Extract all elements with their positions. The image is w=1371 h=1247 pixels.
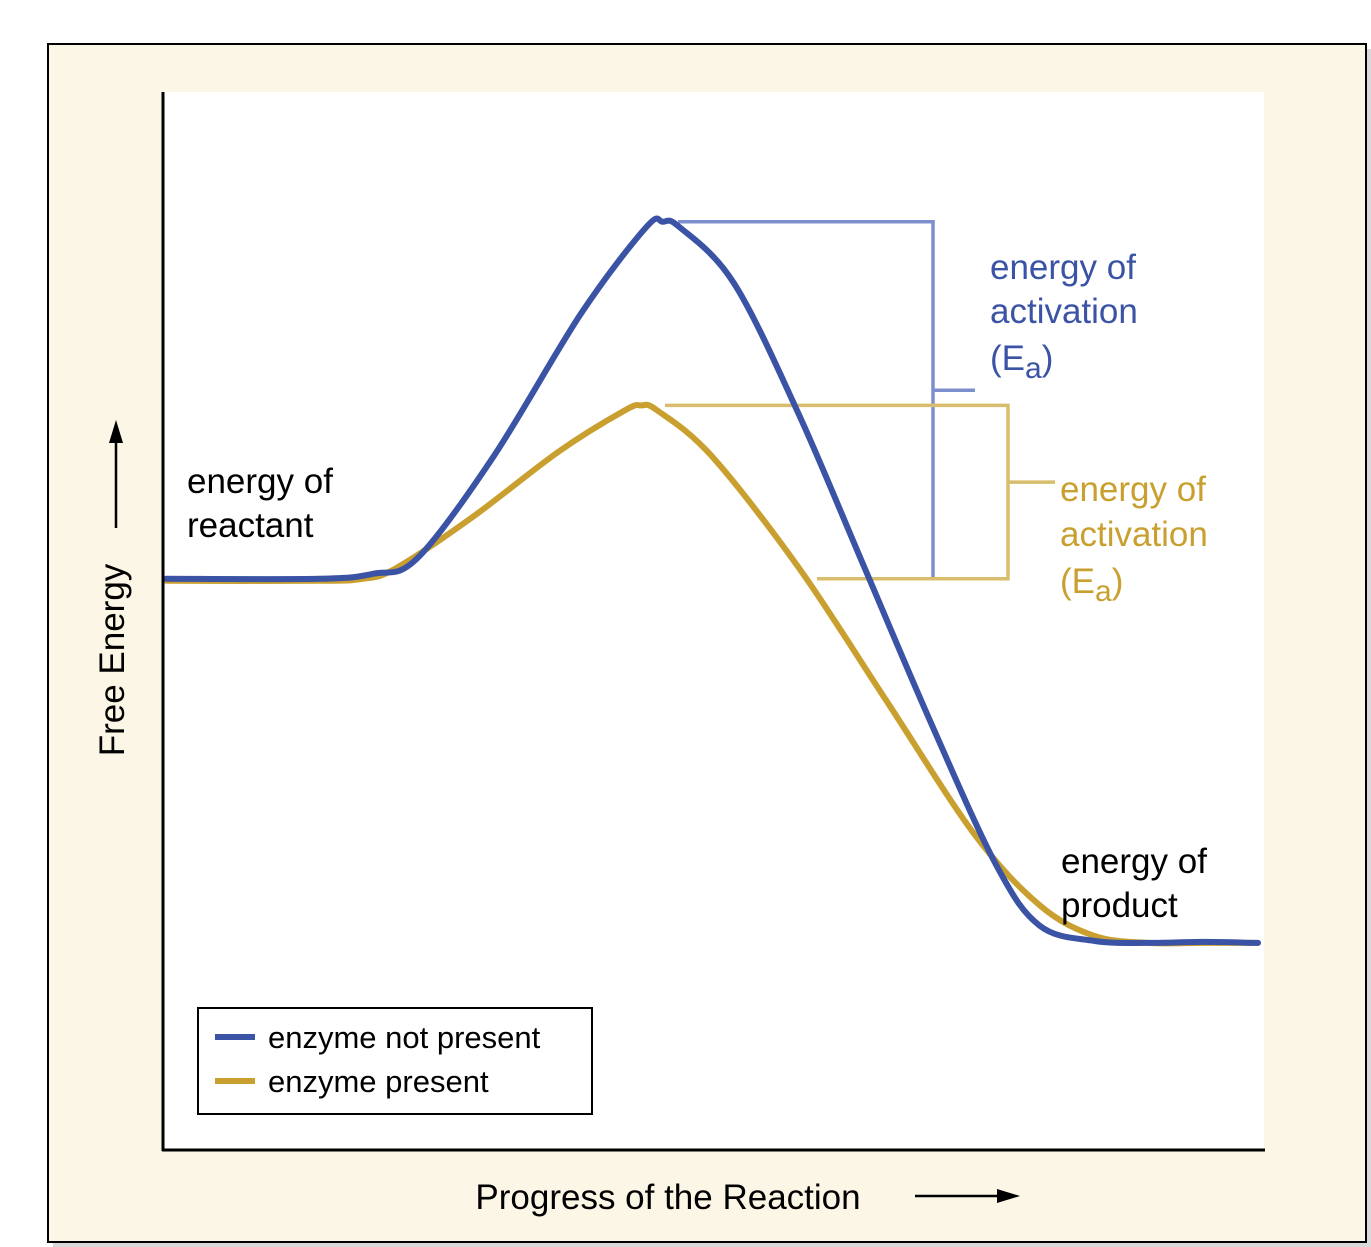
legend-label-enzyme-present: enzyme present (268, 1064, 489, 1099)
product-label-line1: energy of (1061, 842, 1207, 881)
bracket-activation-enzyme (665, 403, 1055, 581)
activation-gold-line1: energy of (1060, 470, 1206, 509)
legend-box (197, 1007, 593, 1115)
energy-curves (163, 215, 1261, 947)
legend: enzyme not present enzyme present (197, 1007, 593, 1115)
x-axis-label: Progress of the Reaction (475, 1178, 860, 1217)
activation-gold-line2: activation (1060, 515, 1208, 554)
activation-blue-line1: energy of (990, 248, 1136, 287)
reactant-label-line2: reactant (187, 506, 314, 545)
activation-blue-line2: activation (990, 292, 1138, 331)
reactant-label-line1: energy of (187, 462, 333, 501)
curve-enzyme-not-present (163, 215, 1261, 946)
activation-gold-line3: (Ea) (1060, 562, 1123, 608)
activation-brackets (665, 220, 1055, 581)
x-axis-arrow-icon (915, 1189, 1020, 1203)
y-axis-arrow-icon (109, 420, 123, 528)
product-label-line2: product (1061, 886, 1178, 925)
legend-label-enzyme-not-present: enzyme not present (268, 1020, 541, 1055)
plot-area (162, 92, 1264, 1150)
y-axis-label: Free Energy (93, 563, 132, 756)
activation-blue-line3: (Ea) (990, 339, 1053, 385)
